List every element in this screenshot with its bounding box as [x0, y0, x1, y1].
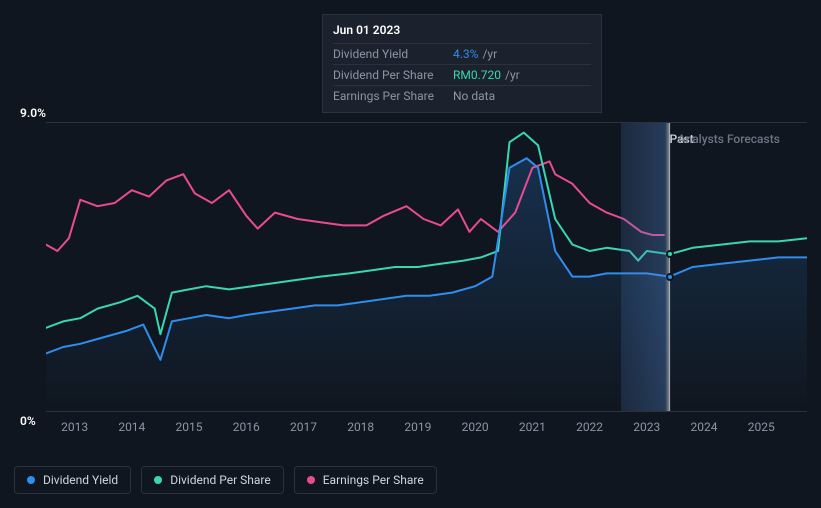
tooltip-row-value: RM0.720/yr [453, 68, 520, 82]
dividend-chart: 9.0% 0% Past Analysts Forecasts 20132014… [14, 104, 807, 450]
x-tick: 2023 [633, 420, 660, 434]
series-marker-dividend_per_share [666, 250, 674, 258]
x-tick: 2013 [61, 420, 88, 434]
x-tick: 2024 [691, 420, 718, 434]
forecast-period-label: Analysts Forecasts [678, 132, 780, 146]
x-tick: 2021 [519, 420, 546, 434]
tooltip-row-label: Dividend Per Share [333, 68, 453, 82]
chart-legend: Dividend Yield Dividend Per Share Earnings… [14, 466, 437, 494]
x-tick: 2015 [176, 420, 203, 434]
x-tick: 2016 [233, 420, 260, 434]
x-tick: 2019 [404, 420, 431, 434]
y-axis-max-label: 9.0% [20, 106, 46, 120]
x-tick: 2025 [748, 420, 775, 434]
chart-plot-area[interactable] [46, 122, 807, 412]
legend-label: Earnings Per Share [323, 473, 424, 487]
series-marker-dividend_yield [666, 273, 674, 281]
x-tick: 2014 [118, 420, 145, 434]
legend-dot-icon [154, 476, 162, 484]
tooltip-row-value: 4.3%/yr [453, 47, 497, 61]
legend-label: Dividend Per Share [170, 473, 271, 487]
y-axis-min-label: 0% [20, 414, 36, 428]
legend-item-dividend_yield[interactable]: Dividend Yield [14, 466, 131, 494]
chart-tooltip: Jun 01 2023 Dividend Yield4.3%/yrDividen… [322, 14, 602, 113]
x-tick: 2017 [290, 420, 317, 434]
tooltip-row: Dividend Yield4.3%/yr [333, 43, 591, 64]
x-axis: 2013 2014 2015 2016 2017 2018 2019 2020 2021 2022… [46, 420, 807, 436]
legend-item-earnings_per_share[interactable]: Earnings Per Share [294, 466, 437, 494]
chart-svg [46, 123, 807, 411]
tooltip-row: Dividend Per ShareRM0.720/yr [333, 64, 591, 85]
x-tick: 2020 [462, 420, 489, 434]
legend-label: Dividend Yield [43, 473, 118, 487]
legend-dot-icon [27, 476, 35, 484]
tooltip-row: Earnings Per ShareNo data [333, 85, 591, 106]
x-tick: 2018 [347, 420, 374, 434]
tooltip-date: Jun 01 2023 [333, 21, 591, 43]
legend-item-dividend_per_share[interactable]: Dividend Per Share [141, 466, 284, 494]
x-tick: 2022 [576, 420, 603, 434]
series-line-earnings_per_share [46, 161, 664, 251]
tooltip-row-label: Earnings Per Share [333, 89, 453, 103]
legend-dot-icon [307, 476, 315, 484]
tooltip-row-value: No data [453, 89, 495, 103]
tooltip-row-label: Dividend Yield [333, 47, 453, 61]
